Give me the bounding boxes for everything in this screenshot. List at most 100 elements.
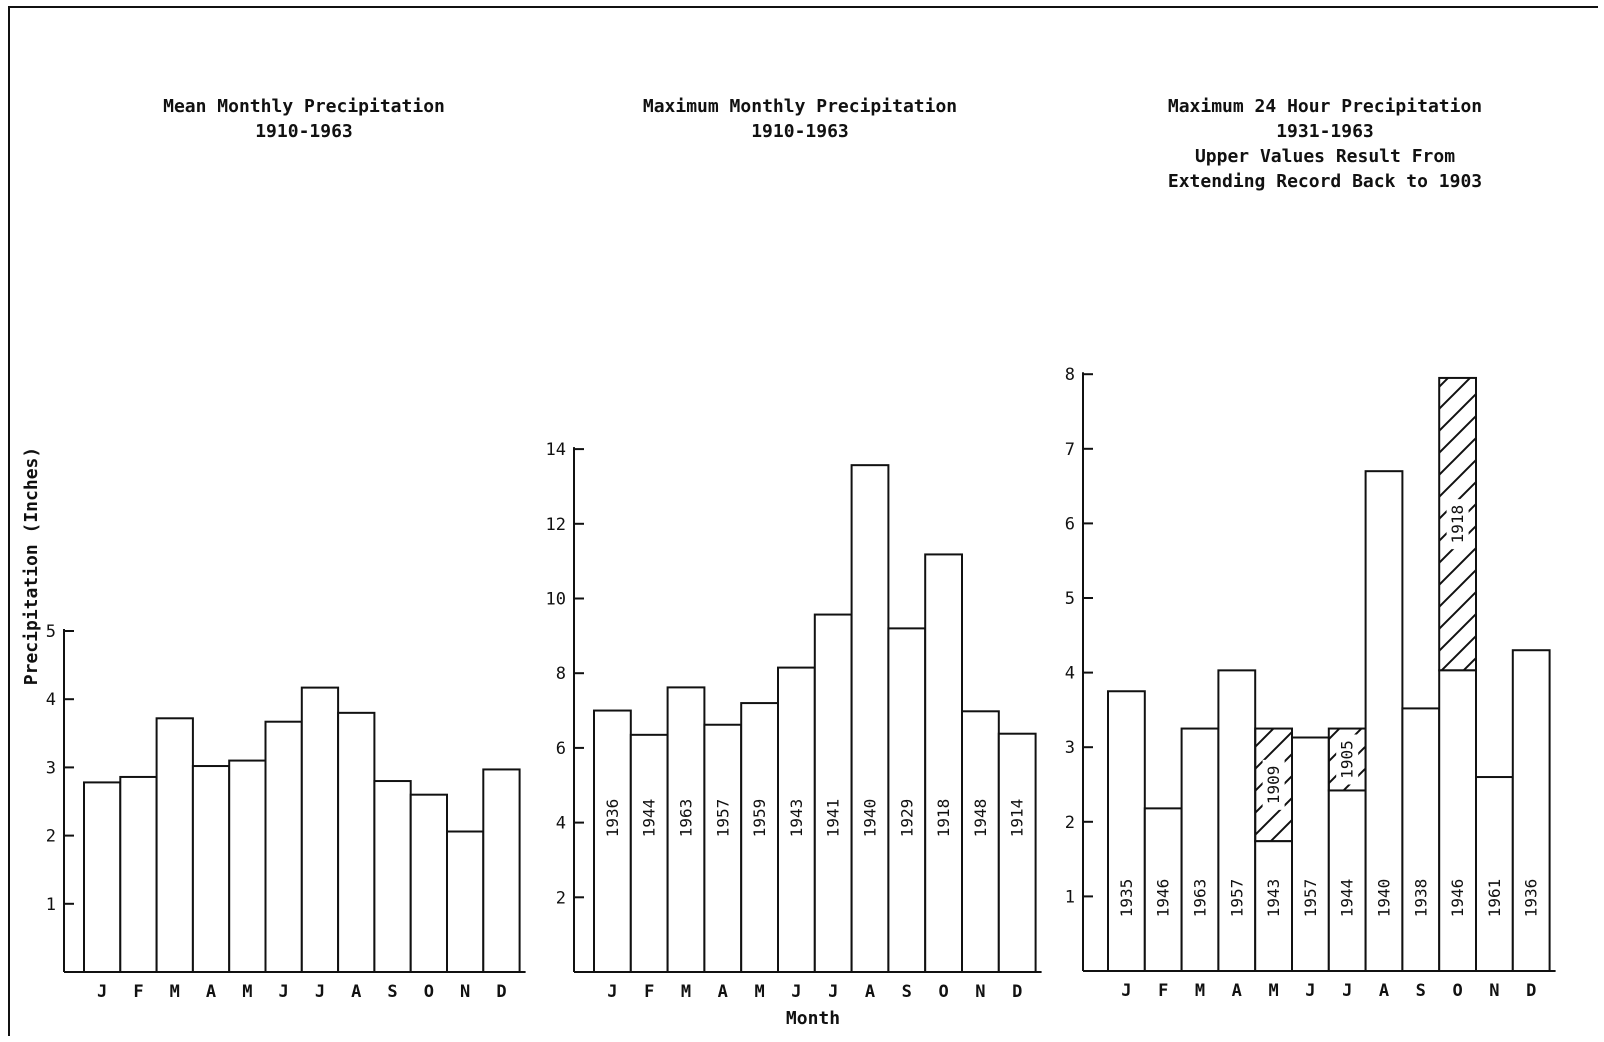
y-tick-label: 1 — [1065, 887, 1075, 907]
bar-year-label: 1936 — [603, 799, 622, 838]
panel-3-note-line-1: Upper Values Result From — [1194, 146, 1456, 167]
bar-year-label: 1938 — [1411, 879, 1430, 918]
figure-frame — [8, 6, 1598, 1036]
bar-year-label: 1929 — [897, 799, 916, 838]
x-tick-label: O — [938, 982, 948, 1002]
x-tick-label: J — [1121, 981, 1131, 1001]
bar — [446, 830, 485, 973]
y-tick-label: 8 — [1065, 365, 1075, 385]
panel-3-title-block: Maximum 24 Hour Precipitation 1931-1963 … — [1100, 94, 1550, 194]
y-tick-label: 5 — [1065, 589, 1075, 609]
bar-year-label: 1936 — [1522, 879, 1541, 918]
bar — [482, 768, 521, 973]
bar — [850, 464, 890, 973]
bar — [593, 709, 632, 973]
x-tick-label: A — [865, 982, 875, 1002]
x-tick-label: J — [791, 982, 801, 1002]
bar-year-label: 1957 — [1301, 879, 1320, 918]
bar-year-label: 1940 — [861, 799, 880, 838]
bar — [1401, 707, 1441, 973]
bar — [373, 780, 412, 973]
x-tick-label: N — [1489, 981, 1499, 1001]
year-label-background — [1446, 499, 1469, 550]
y-tick-label: 8 — [556, 664, 566, 684]
x-tick-label: J — [279, 982, 289, 1002]
bar — [961, 710, 1000, 973]
bar — [1143, 807, 1183, 973]
y-tick-label: 4 — [46, 690, 56, 710]
panel-2-title: Maximum Monthly Precipitation — [642, 96, 958, 117]
x-tick-label: O — [1452, 981, 1462, 1001]
bar-year-label: 1943 — [787, 799, 806, 838]
x-tick-label: F — [1158, 981, 1168, 1001]
x-tick-label: F — [133, 982, 143, 1002]
y-tick-label: 12 — [546, 515, 566, 535]
x-tick-label: M — [1268, 981, 1278, 1001]
panel-2-subtitle: 1910-1963 — [751, 121, 849, 142]
x-tick-label: N — [460, 982, 470, 1002]
panel-1-title-block: Mean Monthly Precipitation 1910-1963 — [149, 94, 459, 144]
x-tick-label: M — [170, 982, 180, 1002]
bar — [703, 723, 743, 973]
bar — [337, 711, 376, 974]
bar — [1180, 727, 1220, 972]
bar — [629, 733, 669, 974]
x-tick-label: F — [644, 982, 654, 1002]
x-tick-label: N — [975, 982, 985, 1002]
extended-year-label: 1905 — [1338, 740, 1357, 779]
x-tick-label: A — [206, 982, 216, 1002]
bar — [119, 775, 158, 973]
bar — [924, 553, 964, 973]
bar — [228, 759, 267, 974]
bar-year-label: 1946 — [1154, 879, 1173, 918]
x-tick-label: A — [1232, 981, 1242, 1001]
panel-3-subtitle: 1931-1963 — [1276, 121, 1374, 142]
x-tick-label: S — [1416, 981, 1426, 1001]
bar-year-label: 1941 — [824, 799, 843, 838]
bar — [1364, 470, 1404, 972]
year-label-background — [1336, 734, 1359, 785]
y-tick-label: 3 — [46, 758, 56, 778]
bar-year-label: 1948 — [971, 799, 990, 838]
y-tick-label: 6 — [556, 739, 566, 759]
y-tick-label: 4 — [1065, 664, 1075, 684]
x-tick-label: J — [1305, 981, 1315, 1001]
bar-year-label: 1959 — [750, 799, 769, 838]
bar — [155, 717, 194, 974]
x-tick-label: S — [902, 982, 912, 1002]
panel-2-title-block: Maximum Monthly Precipitation 1910-1963 — [600, 94, 1000, 144]
y-tick-label: 14 — [546, 440, 566, 460]
x-tick-label: D — [1526, 981, 1536, 1001]
panel-3-note-line-2: Extending Record Back to 1903 — [1167, 171, 1483, 192]
x-tick-label: J — [828, 982, 838, 1002]
bar — [264, 720, 303, 973]
bar — [191, 765, 231, 974]
bar-year-label: 1918 — [934, 799, 953, 838]
bar — [300, 686, 340, 974]
y-axis-label: Precipitation (Inches) — [21, 447, 42, 685]
bar — [1291, 736, 1330, 973]
bar-year-label: 1963 — [1191, 879, 1210, 918]
extended-year-label: 1918 — [1448, 505, 1467, 544]
bar-year-label: 1957 — [1227, 879, 1246, 918]
bar — [1217, 669, 1257, 972]
bar — [1475, 776, 1514, 972]
x-tick-label: A — [351, 982, 361, 1002]
y-tick-label: 2 — [1065, 813, 1075, 833]
x-tick-label: M — [1195, 981, 1205, 1001]
x-tick-label: J — [607, 982, 617, 1002]
y-tick-label: 7 — [1065, 440, 1075, 460]
bar-year-label: 1914 — [1008, 799, 1027, 838]
bar-year-label: 1957 — [713, 799, 732, 838]
bar — [409, 793, 449, 973]
bar-year-label: 1963 — [677, 799, 696, 838]
bar-year-label: 1944 — [640, 799, 659, 838]
y-tick-label: 4 — [556, 814, 566, 834]
bar — [83, 781, 122, 973]
y-tick-label: 1 — [46, 895, 56, 915]
x-tick-label: O — [424, 982, 434, 1002]
y-tick-label: 3 — [1065, 738, 1075, 758]
x-tick-label: A — [718, 982, 728, 1002]
